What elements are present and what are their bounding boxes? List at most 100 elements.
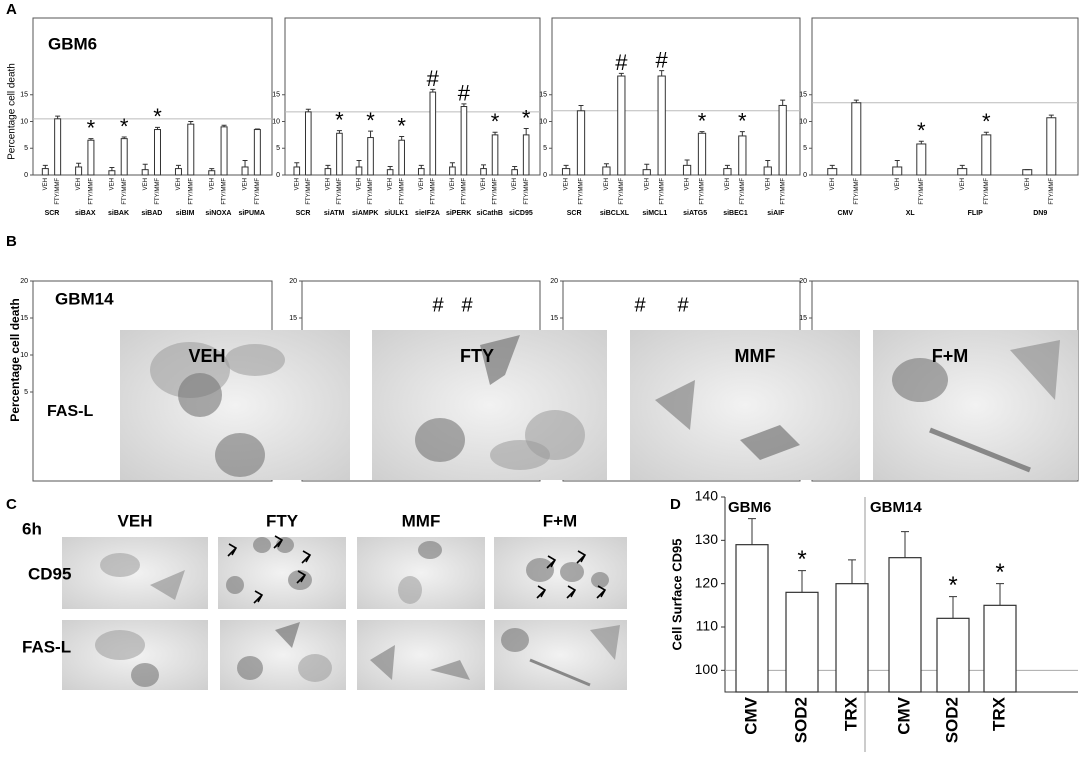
panel-label: B [6, 233, 17, 250]
arrowhead [596, 585, 607, 599]
error-bar [418, 164, 424, 169]
bar [697, 132, 707, 176]
arrowhead [536, 585, 547, 599]
bar-label: FTY/MMF [222, 178, 228, 205]
panel-label: C [6, 496, 17, 513]
y-tick-label: 10 [272, 118, 280, 125]
row-label: FAS-L [22, 637, 71, 656]
group-label: CMV [837, 210, 853, 217]
bar [936, 617, 970, 693]
bar-label: FTY/MMF [55, 178, 61, 205]
group-label: siPERK [446, 210, 471, 217]
bar [957, 168, 968, 176]
y-tick-label: 15 [289, 315, 297, 322]
error-bar [461, 103, 467, 107]
bar-label: VEH [43, 178, 49, 190]
bar-label: FTY/MMF [984, 178, 990, 205]
bar-label: FTY/MMF [619, 178, 625, 205]
bar [386, 169, 394, 176]
error-bar [748, 518, 756, 545]
bar [642, 169, 651, 176]
row-label: FAS-L [47, 403, 93, 420]
bar [336, 132, 343, 176]
bar-label: FTY/MMF [493, 178, 499, 205]
bar [208, 170, 216, 176]
error-bar [76, 162, 82, 167]
bar-label: VEH [512, 178, 518, 190]
bar-label: VEH [143, 178, 149, 190]
bar [367, 137, 374, 176]
error-bar [853, 99, 859, 103]
error-bar [336, 130, 342, 134]
y-tick-label: 10 [799, 118, 807, 125]
arrowhead [576, 550, 587, 564]
error-bar [949, 596, 957, 619]
bar [835, 583, 869, 693]
significance: # [432, 294, 444, 316]
bar [602, 166, 611, 176]
bar [1022, 169, 1033, 176]
bar [108, 170, 116, 176]
bar [429, 91, 437, 176]
y-tick-label: 0 [24, 172, 28, 179]
group-label: SCR [45, 210, 60, 217]
error-bar [121, 136, 127, 139]
y-tick-label: 0 [276, 172, 280, 179]
error-bar [154, 126, 160, 130]
bar [253, 129, 261, 176]
y-tick-label: 15 [799, 92, 807, 99]
error-bar [684, 159, 690, 166]
arrowhead [227, 543, 238, 557]
bar [511, 169, 518, 176]
error-bar [798, 570, 806, 593]
error-bar [142, 163, 148, 170]
bar [561, 168, 571, 176]
group-label: siBAK [108, 210, 129, 217]
y-tick-label: 5 [276, 145, 280, 152]
bar [981, 134, 992, 176]
bar-label: VEH [325, 178, 331, 190]
bar-label: VEH [209, 178, 215, 190]
error-bar [644, 163, 650, 170]
bar-label: VEH [419, 178, 425, 190]
error-bar [356, 160, 362, 167]
bar [617, 75, 626, 176]
y-tick-label: 140 [695, 488, 719, 504]
bar-label: VEH [481, 178, 487, 190]
group-label: GBM6 [728, 499, 771, 516]
bar-label: FTY/MMF [255, 178, 261, 205]
bar-label: VEH [564, 178, 570, 190]
bar [682, 164, 692, 176]
significance: * [995, 559, 1004, 586]
arrowhead [546, 555, 557, 569]
panel-label: D [670, 496, 681, 513]
group-label: siBCLXL [600, 210, 630, 217]
y-tick-label: 10 [20, 352, 28, 359]
error-bar [368, 130, 374, 138]
error-bar [918, 140, 924, 144]
bar-label: VEH [450, 178, 456, 190]
error-bar [512, 165, 518, 170]
y-tick-label: 5 [543, 145, 547, 152]
group-label: siPUMA [238, 210, 264, 217]
group-label: siMCL1 [642, 210, 667, 217]
y-tick-label: 5 [24, 145, 28, 152]
group-label: siCD95 [509, 210, 533, 217]
significance: * [87, 115, 96, 140]
column-label: F+M [932, 346, 969, 366]
y-tick-label: 0 [543, 172, 547, 179]
significance: # [677, 294, 689, 316]
column-label: MMF [402, 511, 441, 530]
significance: * [738, 108, 747, 133]
error-bar [901, 531, 909, 558]
bar-label: FTY/MMF [399, 178, 405, 205]
bar [87, 139, 95, 176]
group-label: SCR [296, 210, 311, 217]
arrowhead [273, 535, 284, 549]
row-label: CD95 [28, 564, 71, 583]
y-tick-label: 15 [799, 315, 807, 322]
bar [735, 544, 769, 693]
column-label: VEH [188, 346, 225, 366]
y-axis-label: Cell Surface CD95 [669, 539, 684, 651]
bar-label: VEH [109, 178, 115, 190]
